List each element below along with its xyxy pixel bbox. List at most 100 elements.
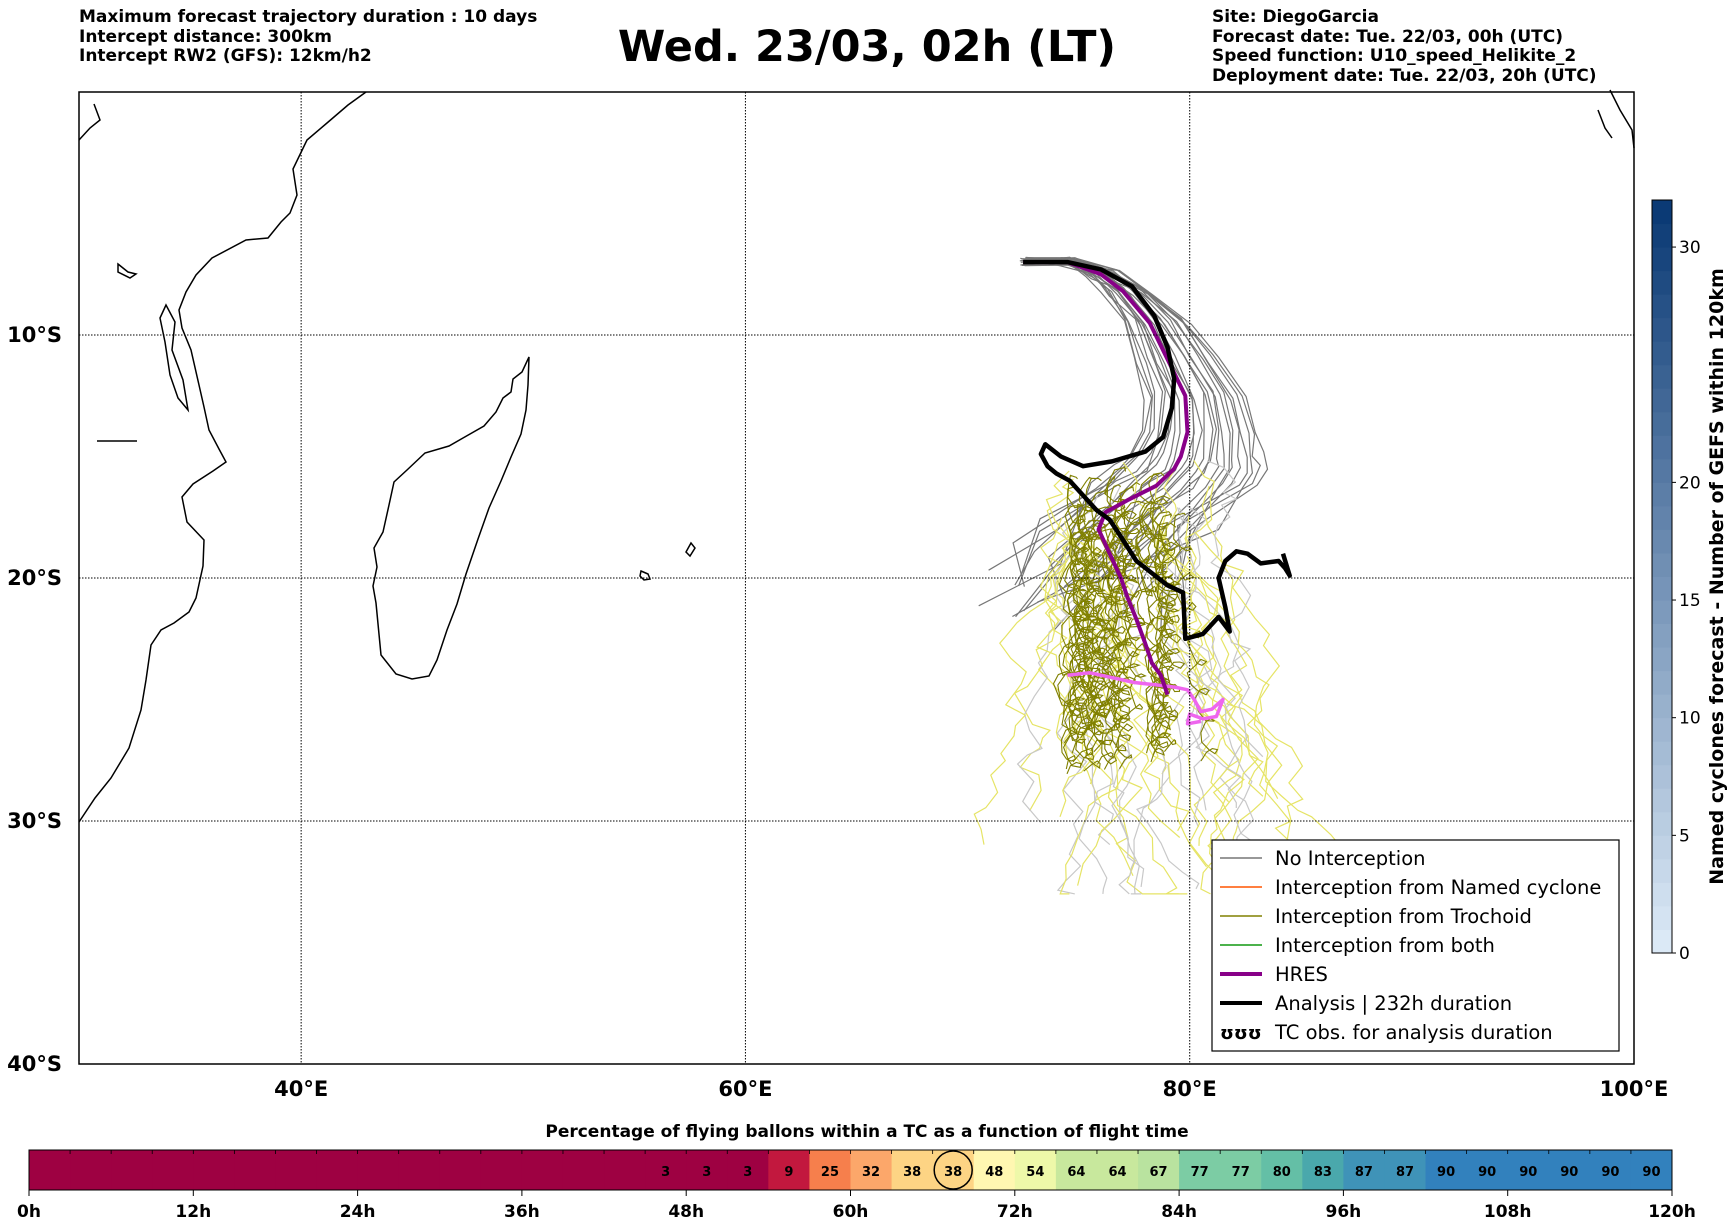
flight-colorbar-cell (1014, 1150, 1057, 1190)
colorbar-right-segment (1652, 294, 1672, 319)
legend-label: TC obs. for analysis duration (1274, 1021, 1553, 1044)
header-right-line-2: Forecast date: Tue. 22/03, 00h (UTC) (1212, 26, 1563, 47)
colorbar-right-segment (1652, 364, 1672, 389)
trajectory-ensemble (1040, 517, 1134, 876)
flight-colorbar-cell (1343, 1150, 1385, 1190)
header-right-line-4: Deployment date: Tue. 22/03, 20h (UTC) (1212, 65, 1597, 86)
trajectory-no-interception (1021, 260, 1156, 573)
tick-label-lat: 30°S (7, 809, 62, 833)
colorbar-right-segment (1652, 811, 1672, 836)
flight-colorbar-cell (1220, 1150, 1262, 1190)
flight-colorbar-cell (1138, 1150, 1180, 1190)
flight-colorbar-cell (562, 1150, 605, 1190)
flight-colorbar-cell (1507, 1150, 1550, 1190)
colorbar-right-segment (1652, 458, 1672, 483)
coastline-sumatra (1597, 89, 1635, 149)
flight-colorbar-cell (1630, 1150, 1673, 1190)
coastline-island-2 (685, 541, 696, 558)
header-right-line-1: Site: DiegoGarcia (1212, 7, 1379, 27)
flight-colorbar-value: 90 (1519, 1165, 1537, 1180)
flight-colorbar-value: 48 (985, 1165, 1003, 1180)
series-tc-obs (1067, 671, 1225, 726)
map-frame (78, 91, 1635, 1065)
trajectory-ensemble (973, 528, 1075, 845)
colorbar-right-segment (1652, 764, 1672, 789)
trajectory-ensemble (1077, 559, 1143, 886)
colorbar-right-tick-label: 5 (1679, 826, 1690, 846)
header-left-line-3: Intercept RW2 (GFS): 12km/h2 (79, 46, 372, 66)
trajectory-trochoid (1148, 472, 1182, 723)
colorbar-right-segment (1652, 552, 1672, 577)
flight-colorbar-value: 3 (702, 1165, 711, 1180)
colorbar-right-segment (1652, 647, 1672, 672)
flight-colorbar-cell (686, 1150, 728, 1190)
flight-colorbar-value: 90 (1478, 1165, 1496, 1180)
colorbar-right-tick-label: 20 (1679, 473, 1701, 493)
header-right: Site: DiegoGarcia Forecast date: Tue. 22… (1212, 7, 1597, 86)
flight-colorbar-value: 90 (1642, 1165, 1660, 1180)
flight-colorbar-value: 90 (1601, 1165, 1619, 1180)
flight-colorbar-tick-label: 72h (997, 1202, 1033, 1222)
trajectory-ensemble (1090, 542, 1216, 878)
trajectory-no-interception (1024, 259, 1269, 572)
colorbar-right-segment (1652, 835, 1672, 860)
colorbar-right-frame (1651, 199, 1673, 954)
colorbar-right-segment (1652, 741, 1672, 766)
flight-colorbar-value: 38 (944, 1165, 962, 1180)
colorbar-right-segment (1652, 435, 1672, 460)
flight-colorbar-value: 32 (862, 1165, 880, 1180)
flight-colorbar-cell (604, 1150, 646, 1190)
colorbar-right-tick-label: 30 (1679, 238, 1701, 258)
trajectory-trochoid (1145, 511, 1173, 754)
trajectory-trochoid (1124, 473, 1159, 720)
flight-colorbar-tick-label: 120h (1648, 1202, 1696, 1222)
trajectory-ensemble (1206, 460, 1264, 758)
colorbar-right-segment (1652, 788, 1672, 813)
flight-colorbar-value: 64 (1067, 1165, 1085, 1180)
tick-label-lat: 40°S (7, 1052, 62, 1076)
trajectory-trochoid (1058, 531, 1088, 775)
tick-label-lon: 100°E (1600, 1077, 1669, 1101)
flight-colorbar-tick-label: 12h (175, 1202, 211, 1222)
flight-colorbar-cell (727, 1150, 769, 1190)
legend-label: No Interception (1275, 847, 1426, 870)
flight-colorbar-value: 83 (1314, 1165, 1332, 1180)
legend-label: Analysis | 232h duration (1275, 992, 1512, 1015)
flight-colorbar-value: 25 (821, 1165, 839, 1180)
tick-label-lon: 60°E (718, 1077, 772, 1101)
tick-label-lat: 20°S (7, 566, 62, 590)
flight-colorbar-cell (891, 1150, 934, 1190)
flight-colorbar-value: 3 (661, 1165, 670, 1180)
trajectory-no-interception (1025, 257, 1225, 617)
legend-label: Interception from Trochoid (1275, 905, 1532, 928)
colorbar-right-segment (1652, 670, 1672, 695)
coastlines (78, 89, 1635, 823)
tick-label-lon: 40°E (274, 1077, 328, 1101)
flight-colorbar-cell (1425, 1150, 1468, 1190)
colorbar-right-segment (1652, 270, 1672, 295)
colorbar-right-segment (1652, 529, 1672, 554)
flight-colorbar-value: 67 (1150, 1165, 1168, 1180)
flight-colorbar-cell (1589, 1150, 1632, 1190)
header-left-line-1: Maximum forecast trajectory duration : 1… (79, 7, 538, 27)
trajectory-ensemble (1194, 531, 1351, 892)
flight-colorbar-tick-label: 84h (1161, 1202, 1197, 1222)
trajectory-trochoid (1150, 522, 1177, 763)
flight-colorbar-value: 77 (1232, 1165, 1250, 1180)
trajectory-ensemble (1122, 462, 1279, 799)
trajectory-no-interception (1026, 258, 1242, 629)
flight-colorbar-cell (275, 1150, 318, 1190)
header-left-line-2: Intercept distance: 300km (79, 26, 332, 47)
flight-colorbar-cell (70, 1150, 112, 1190)
trajectory-trochoid (1066, 485, 1103, 736)
legend-label: Interception from Named cyclone (1275, 876, 1601, 899)
flight-colorbar-value: 64 (1108, 1165, 1126, 1180)
flight-colorbar-cell (1466, 1150, 1509, 1190)
trajectory-ensemble (1037, 534, 1181, 838)
flight-colorbar-cell (398, 1150, 441, 1190)
flight-colorbar-cell (193, 1150, 235, 1190)
colorbar-right-segment (1652, 929, 1672, 954)
grid: 40°E 60°E 80°E 100°E 10°S 20°S 30°S 40°S (7, 91, 1669, 1101)
coastline-island-3 (117, 262, 138, 279)
flight-colorbar-cell (521, 1150, 564, 1190)
